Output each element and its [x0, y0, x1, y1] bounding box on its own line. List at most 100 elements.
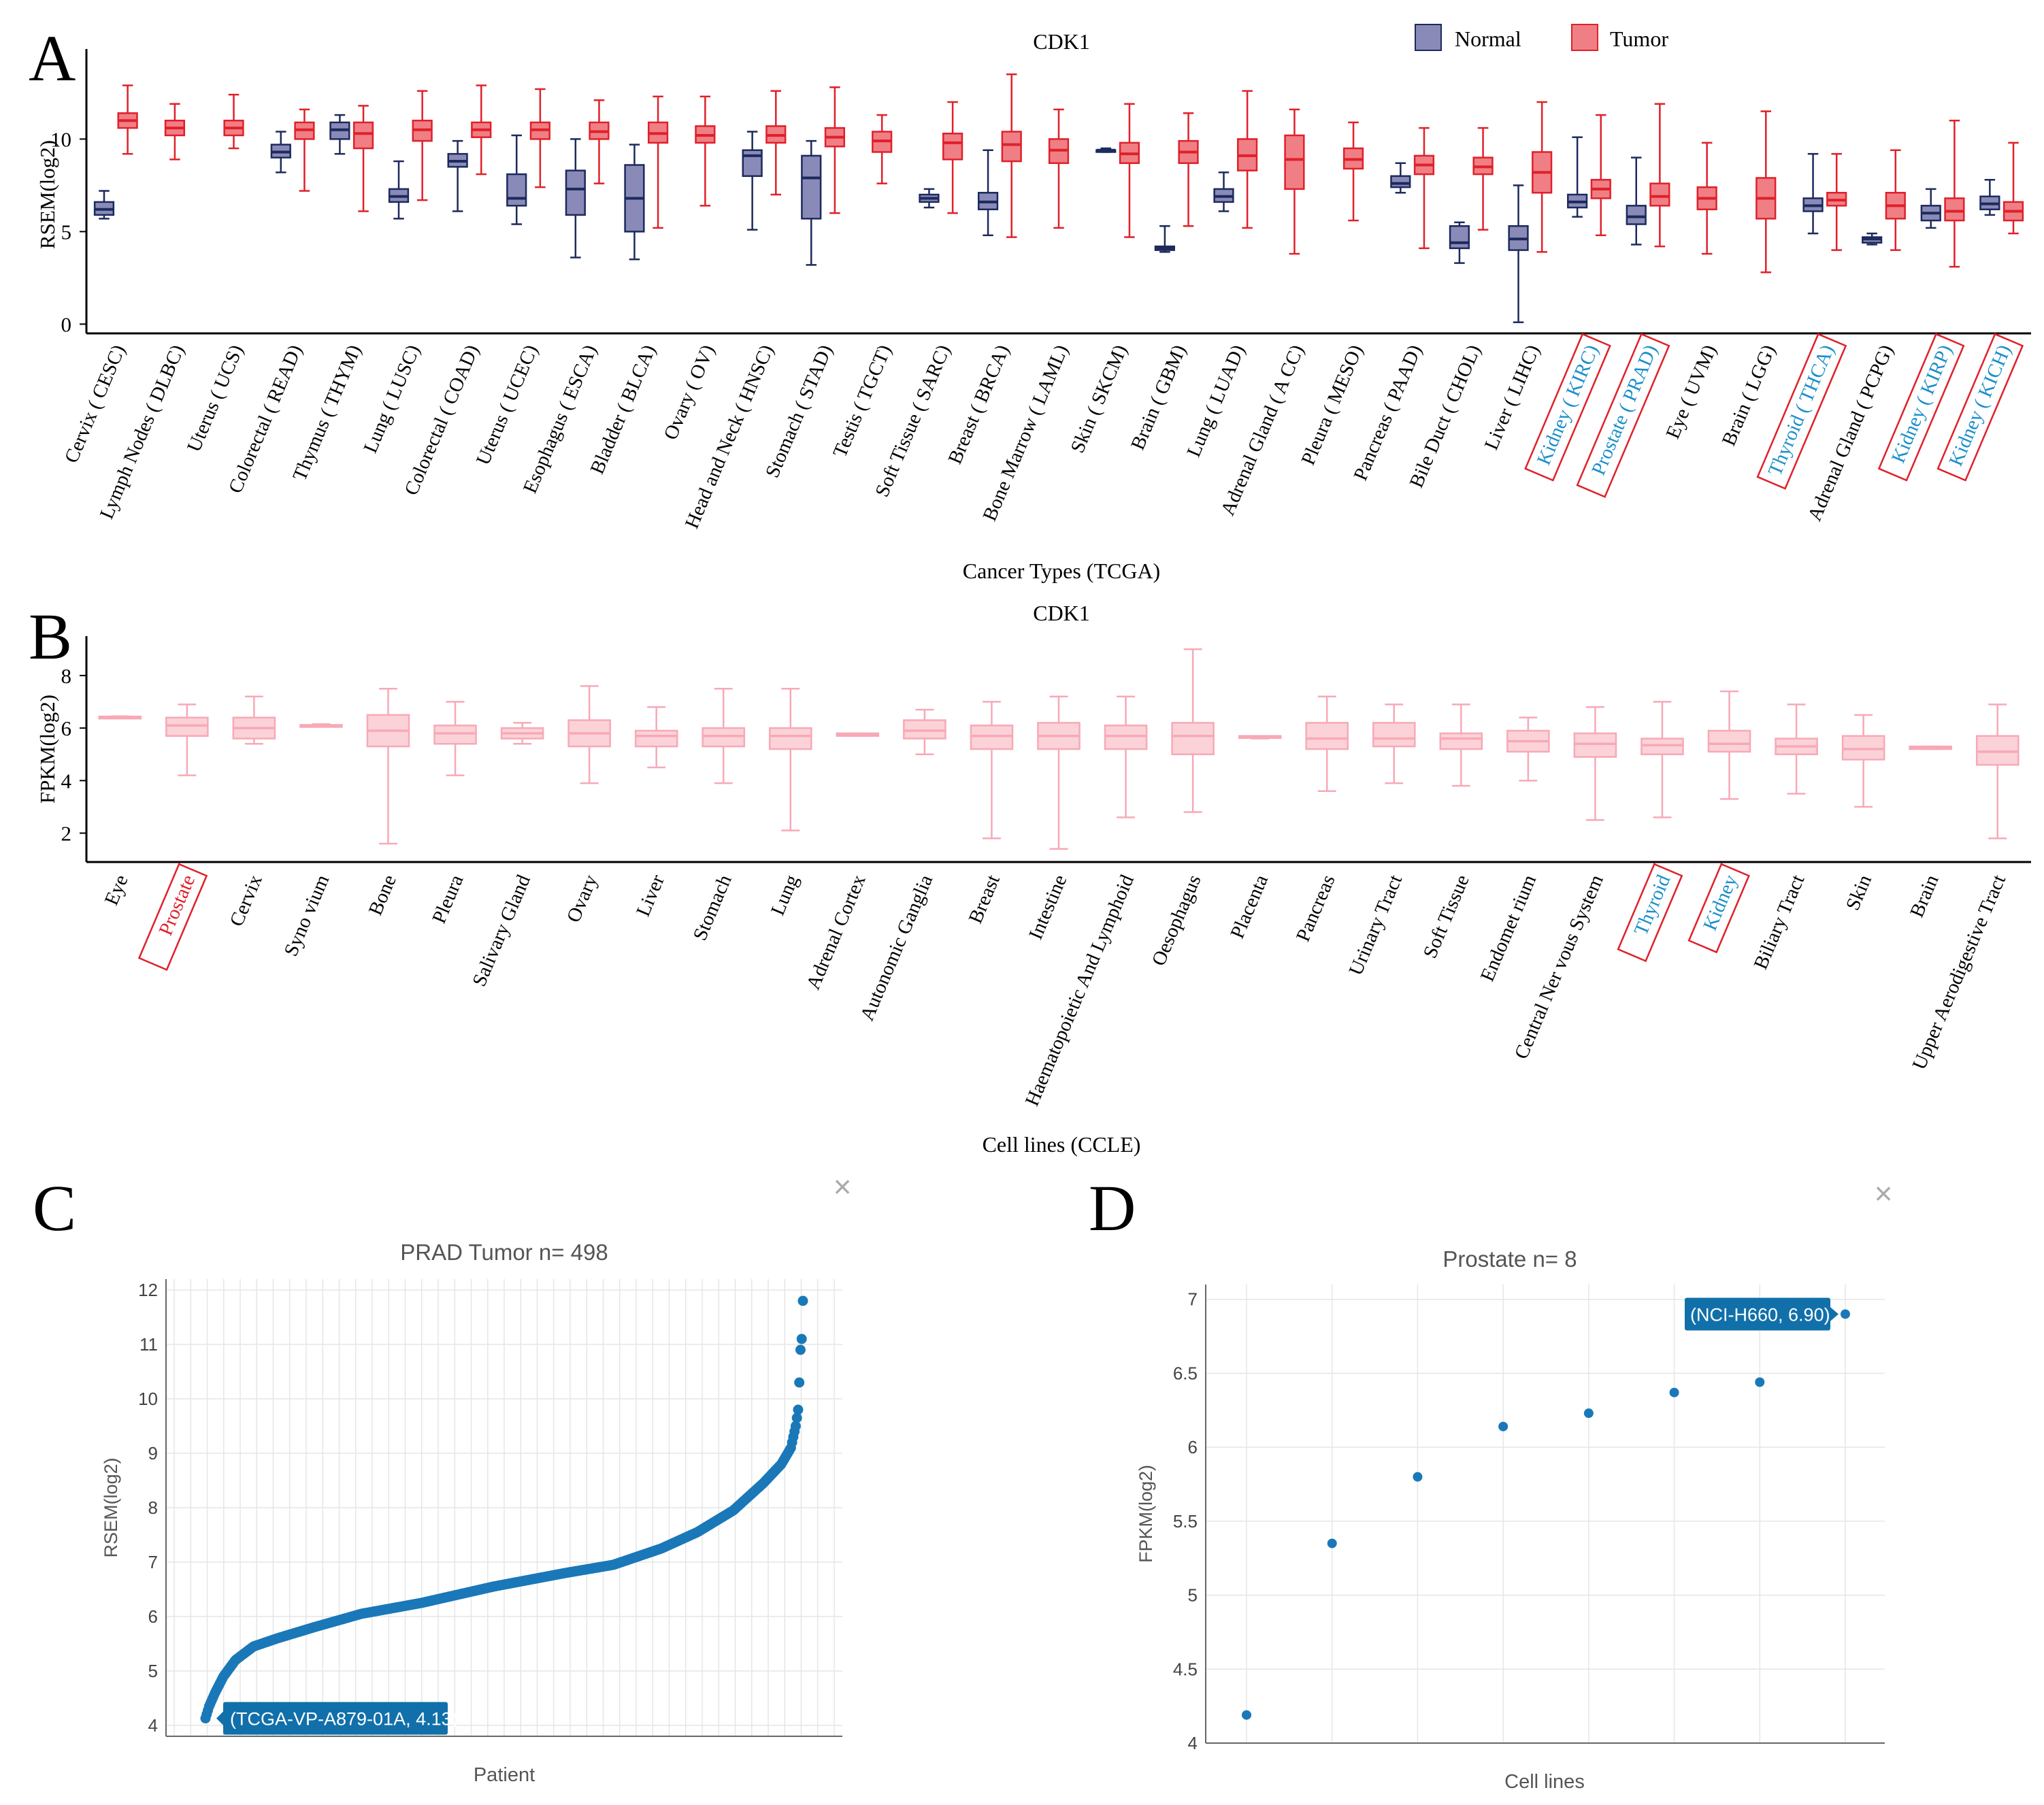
- x-axis-label: Cancer Types (TCGA): [963, 559, 1160, 583]
- chart-title: PRAD Tumor n= 498: [400, 1240, 608, 1265]
- tumor-box-26: [1649, 103, 1670, 248]
- y-tick-label: 6: [61, 716, 72, 740]
- box: [801, 154, 822, 220]
- box: [1305, 722, 1349, 750]
- tumor-box-18: [1178, 112, 1199, 227]
- x-category-label: Prostate ( PRAD): [1587, 342, 1662, 478]
- legend-normal-swatch: [1415, 24, 1442, 51]
- tooltip-text: (NCI-H660, 6.90): [1690, 1304, 1830, 1325]
- y-tick-label: 4: [148, 1715, 158, 1736]
- y-tick-label: 11: [139, 1334, 158, 1355]
- ccle-box-22: [1573, 706, 1617, 821]
- highlight-frame: [1576, 333, 1670, 498]
- normal-box-15: [977, 149, 999, 237]
- x-category-label: Pancreas: [1292, 872, 1340, 944]
- x-axis-label: Patient: [474, 1764, 535, 1786]
- tumor-box-3: [294, 108, 315, 192]
- chart-title: CDK1: [1033, 601, 1090, 625]
- y-tick-label: 10: [50, 127, 71, 151]
- tumor-box-9: [647, 95, 669, 229]
- y-tick-label: 5: [148, 1661, 158, 1681]
- highlight-frame: [1756, 333, 1847, 490]
- normal-box-19: [1213, 171, 1234, 212]
- x-category-label: Lung: [767, 872, 803, 918]
- ccle-box-25: [1775, 703, 1818, 795]
- data-point: [1583, 1408, 1594, 1419]
- ccle-box-13: [970, 701, 1014, 840]
- ccle-box-14: [1037, 695, 1081, 850]
- tumor-box-12: [824, 86, 846, 214]
- ccle-box-20: [1439, 703, 1483, 787]
- box: [942, 132, 963, 161]
- normal-box-12: [801, 139, 822, 266]
- tumor-box-17: [1119, 103, 1140, 238]
- data-point: [1669, 1387, 1679, 1397]
- x-category-label: Adrenal Cortex: [802, 872, 870, 993]
- y-axis-label: RSEM(log2): [35, 140, 59, 249]
- ccle-box-9: [702, 687, 746, 784]
- x-category-label: Soft Tissue: [1419, 872, 1474, 961]
- box: [1001, 131, 1022, 163]
- y-tick-label: 9: [148, 1443, 158, 1463]
- tumor-box-13: [872, 114, 893, 184]
- x-category-label: Uterus ( UCS): [183, 342, 248, 455]
- ccle-box-4: [366, 687, 410, 845]
- tumor-box-16: [1048, 108, 1070, 229]
- box: [1439, 732, 1483, 750]
- y-tick-label: 4.5: [1173, 1659, 1198, 1679]
- x-category-label: Lung ( LUSC): [359, 342, 425, 456]
- close-icon: ×: [834, 1169, 852, 1204]
- x-category-label: Placenta: [1226, 872, 1272, 942]
- legend-tumor-label: Tumor: [1610, 27, 1668, 51]
- ccle-box-7: [567, 685, 611, 784]
- normal-box-6: [447, 139, 468, 212]
- normal-box-25: [1567, 136, 1588, 218]
- x-category-label: Liver: [632, 872, 669, 920]
- box: [1171, 722, 1215, 755]
- highlight-frame: [1617, 863, 1683, 963]
- highlight-frame: [1936, 333, 2024, 482]
- tumor-box-27: [1696, 142, 1717, 255]
- x-category-label: Oesophagus: [1148, 872, 1206, 969]
- data-point: [1242, 1710, 1251, 1720]
- ccle-box-18: [1305, 695, 1349, 793]
- box: [1449, 225, 1470, 250]
- box: [165, 716, 209, 737]
- normal-box-7: [506, 134, 527, 225]
- panel-d: D × Prostate n= 8 FPKM(log2) Cell lines 4 4.5 5…: [1089, 1172, 1892, 1793]
- tumor-box-25: [1590, 114, 1611, 237]
- x-category-label: Uterus ( UCEC): [472, 342, 542, 468]
- tumor-box-0: [117, 84, 138, 155]
- x-axis-label: Cell lines (CCLE): [983, 1132, 1141, 1157]
- x-category-label: Bone: [365, 872, 401, 918]
- normal-box-31: [1920, 188, 1941, 229]
- data-point: [790, 1421, 801, 1431]
- box: [1841, 735, 1885, 761]
- tumor-box-8: [589, 99, 610, 184]
- ccle-box-1: [165, 703, 209, 776]
- x-category-label: Skin ( SKCM): [1066, 342, 1132, 456]
- y-axis-label: FPKM(log2): [1136, 1465, 1156, 1563]
- normal-box-30: [1862, 232, 1883, 246]
- ccle-box-5: [433, 701, 477, 776]
- box: [1573, 732, 1617, 758]
- data-point: [1327, 1538, 1337, 1549]
- ccle-box-6: [500, 722, 544, 745]
- data-point: [794, 1377, 805, 1388]
- box: [1707, 729, 1751, 753]
- tumor-box-2: [223, 93, 244, 150]
- x-category-label: Bladder ( BLCA): [586, 342, 660, 477]
- y-tick-label: 4: [1188, 1733, 1198, 1753]
- x-category-label: Syno vium: [280, 872, 333, 959]
- x-category-label: Ovary: [563, 872, 602, 926]
- x-category-label: Testis ( TGCT): [829, 342, 895, 461]
- x-category-label: Pleura: [428, 872, 467, 927]
- box: [1975, 735, 2020, 766]
- box: [506, 173, 527, 207]
- ccle-box-11: [836, 732, 880, 737]
- x-category-label: Ovary ( OV): [659, 342, 719, 443]
- y-tick-label: 6: [1188, 1437, 1198, 1457]
- ccle-box-27: [1909, 745, 1952, 750]
- tooltip-box: [1685, 1297, 1830, 1331]
- highlight-frame: [137, 863, 208, 971]
